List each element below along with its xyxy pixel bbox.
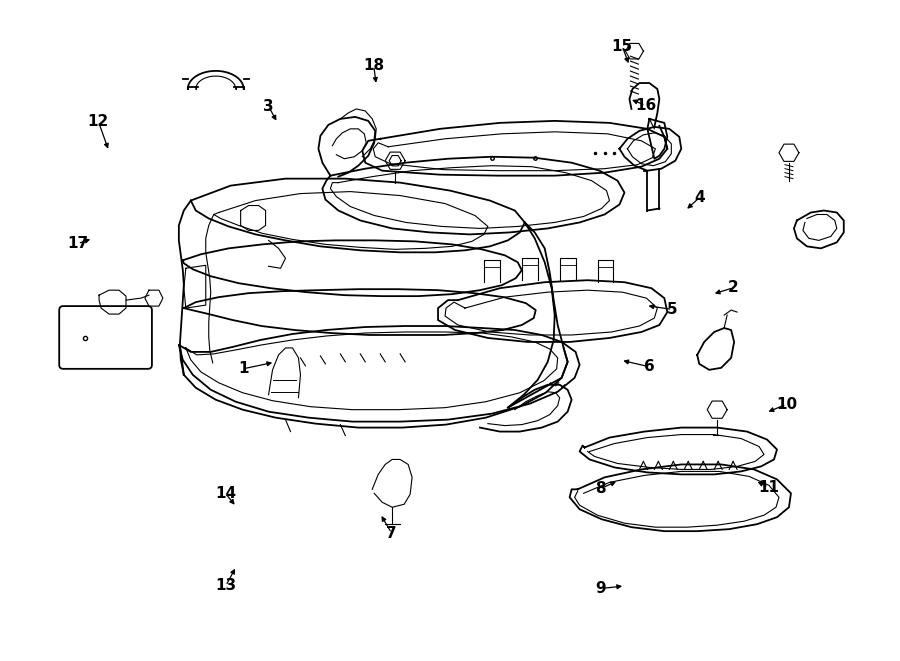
- Text: 10: 10: [776, 397, 797, 412]
- Text: 13: 13: [215, 578, 237, 594]
- FancyBboxPatch shape: [59, 306, 152, 369]
- Text: 16: 16: [635, 98, 656, 113]
- Text: 17: 17: [68, 236, 88, 251]
- Text: 1: 1: [238, 361, 249, 376]
- Text: 6: 6: [644, 359, 654, 374]
- Text: 14: 14: [215, 486, 237, 501]
- Text: 12: 12: [87, 114, 109, 129]
- Text: 4: 4: [694, 190, 705, 205]
- Text: 2: 2: [728, 280, 739, 295]
- Text: 11: 11: [758, 480, 779, 494]
- Text: 3: 3: [264, 99, 274, 114]
- Text: 5: 5: [667, 302, 678, 317]
- Text: 7: 7: [386, 525, 397, 541]
- Text: 8: 8: [596, 481, 606, 496]
- Text: 9: 9: [596, 581, 606, 596]
- Text: 18: 18: [364, 58, 384, 73]
- Text: 15: 15: [612, 38, 633, 54]
